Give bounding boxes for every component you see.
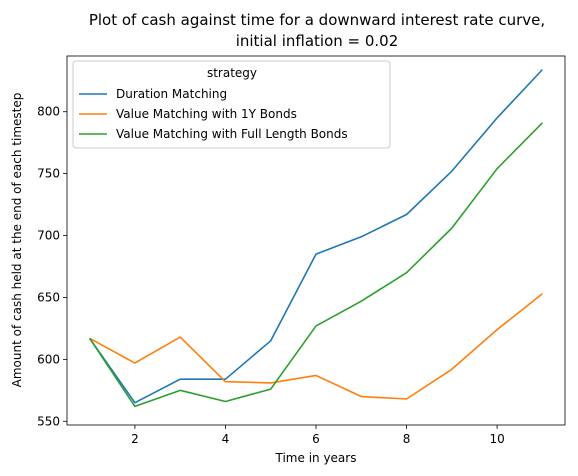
tick-labels: 2 4 6 8 10 550 600 650 700 750 800: [37, 105, 505, 446]
y-tick-label: 650: [37, 290, 60, 304]
x-tick-label: 8: [403, 432, 411, 446]
x-tick-label: 10: [489, 432, 504, 446]
x-axis-label: Time in years: [275, 451, 357, 465]
chart-title-line2: initial inflation = 0.02: [236, 32, 399, 50]
x-tick-label: 2: [131, 432, 139, 446]
y-axis-label: Amount of cash held at the end of each t…: [10, 93, 24, 388]
chart-title-line1: Plot of cash against time for a downward…: [89, 11, 545, 29]
legend-label-2: Value Matching with 1Y Bonds: [116, 107, 297, 121]
legend-label-1: Duration Matching: [116, 87, 227, 101]
y-tick-label: 750: [37, 167, 60, 181]
y-tick-label: 800: [37, 105, 60, 119]
legend-label-3: Value Matching with Full Length Bonds: [116, 127, 348, 141]
x-tick-label: 4: [222, 432, 230, 446]
x-tick-label: 6: [312, 432, 320, 446]
series-line-3: [90, 123, 543, 407]
y-tick-label: 550: [37, 414, 60, 428]
legend-title: strategy: [207, 66, 257, 80]
y-tick-label: 600: [37, 352, 60, 366]
y-tick-label: 700: [37, 229, 60, 243]
legend: strategy Duration Matching Value Matching…: [73, 61, 390, 148]
series-line-2: [90, 294, 543, 399]
